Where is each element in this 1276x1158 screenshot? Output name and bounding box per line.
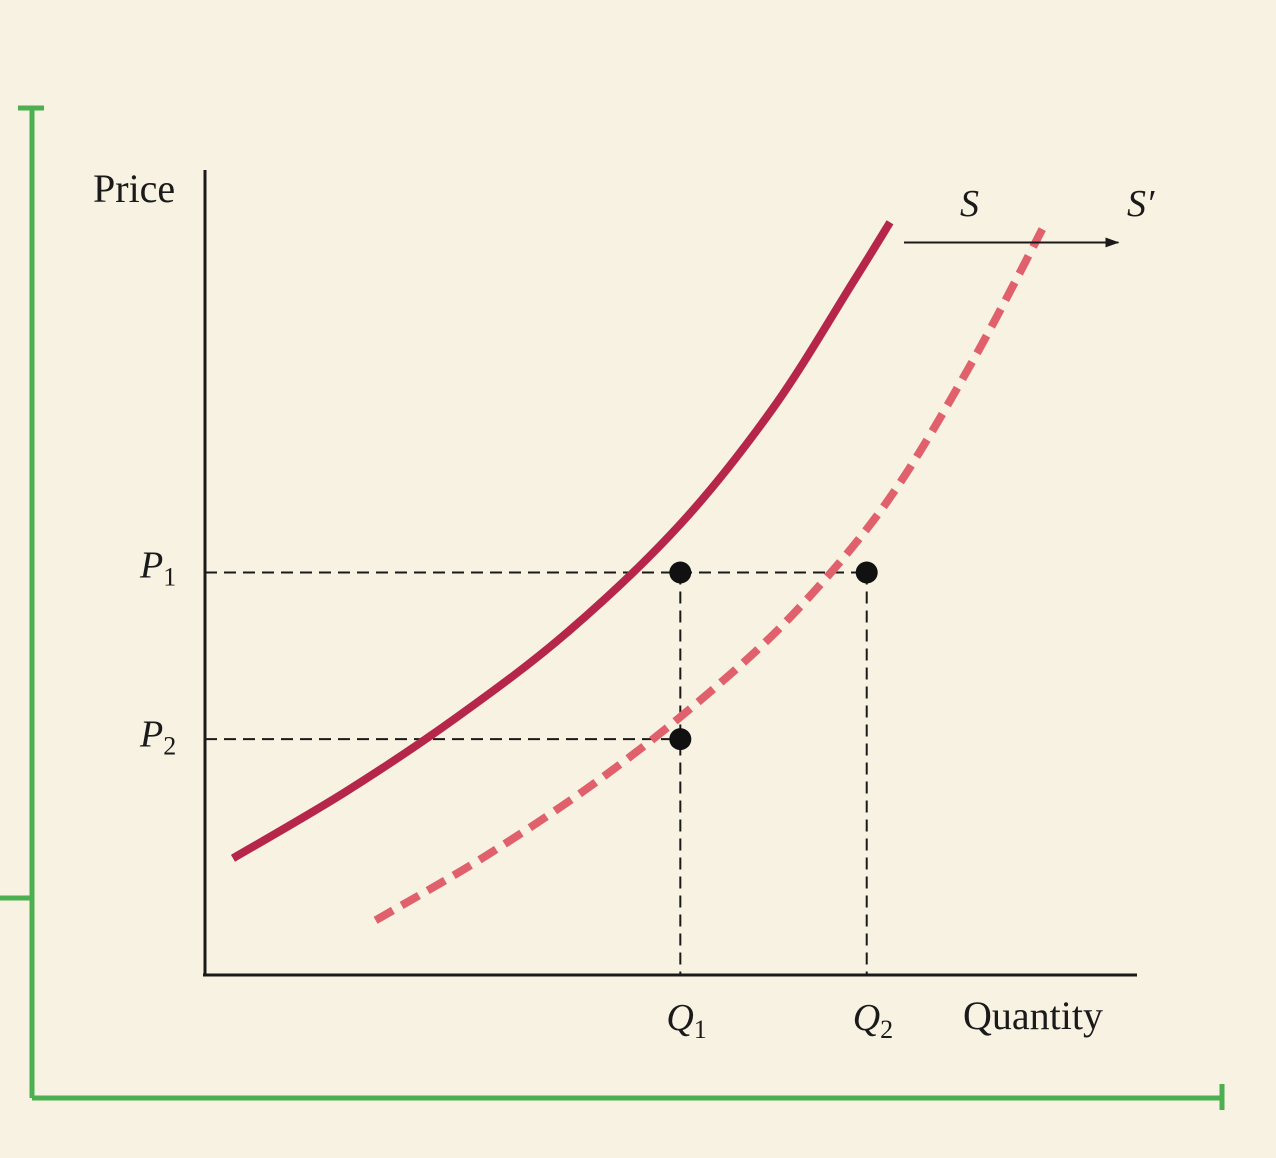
curve-label-s: S [960, 183, 979, 225]
x-tick-1: Q1 [666, 997, 706, 1044]
supply-curves [230, 220, 1048, 924]
y-tick-2: P2 [139, 714, 176, 761]
equilibrium-point-2 [855, 561, 878, 584]
y-axis-label: Price [93, 166, 175, 211]
x-tick-2: Q2 [853, 997, 893, 1044]
equilibrium-points [669, 561, 878, 751]
supply-curve-s [230, 220, 894, 862]
y-tick-1: P1 [139, 545, 176, 592]
frame [0, 105, 1225, 1110]
x-axis-label: Quantity [963, 993, 1103, 1038]
curve-labels: S S′ [960, 183, 1155, 225]
curve-label-s-prime: S′ [1127, 183, 1155, 225]
guide-lines [205, 571, 868, 975]
equilibrium-point-3 [669, 728, 692, 751]
supply-curve-s-prime [373, 224, 1048, 924]
equilibrium-point-1 [669, 561, 692, 584]
tick-labels: Q1 Q2 P1 P2 [139, 545, 893, 1045]
